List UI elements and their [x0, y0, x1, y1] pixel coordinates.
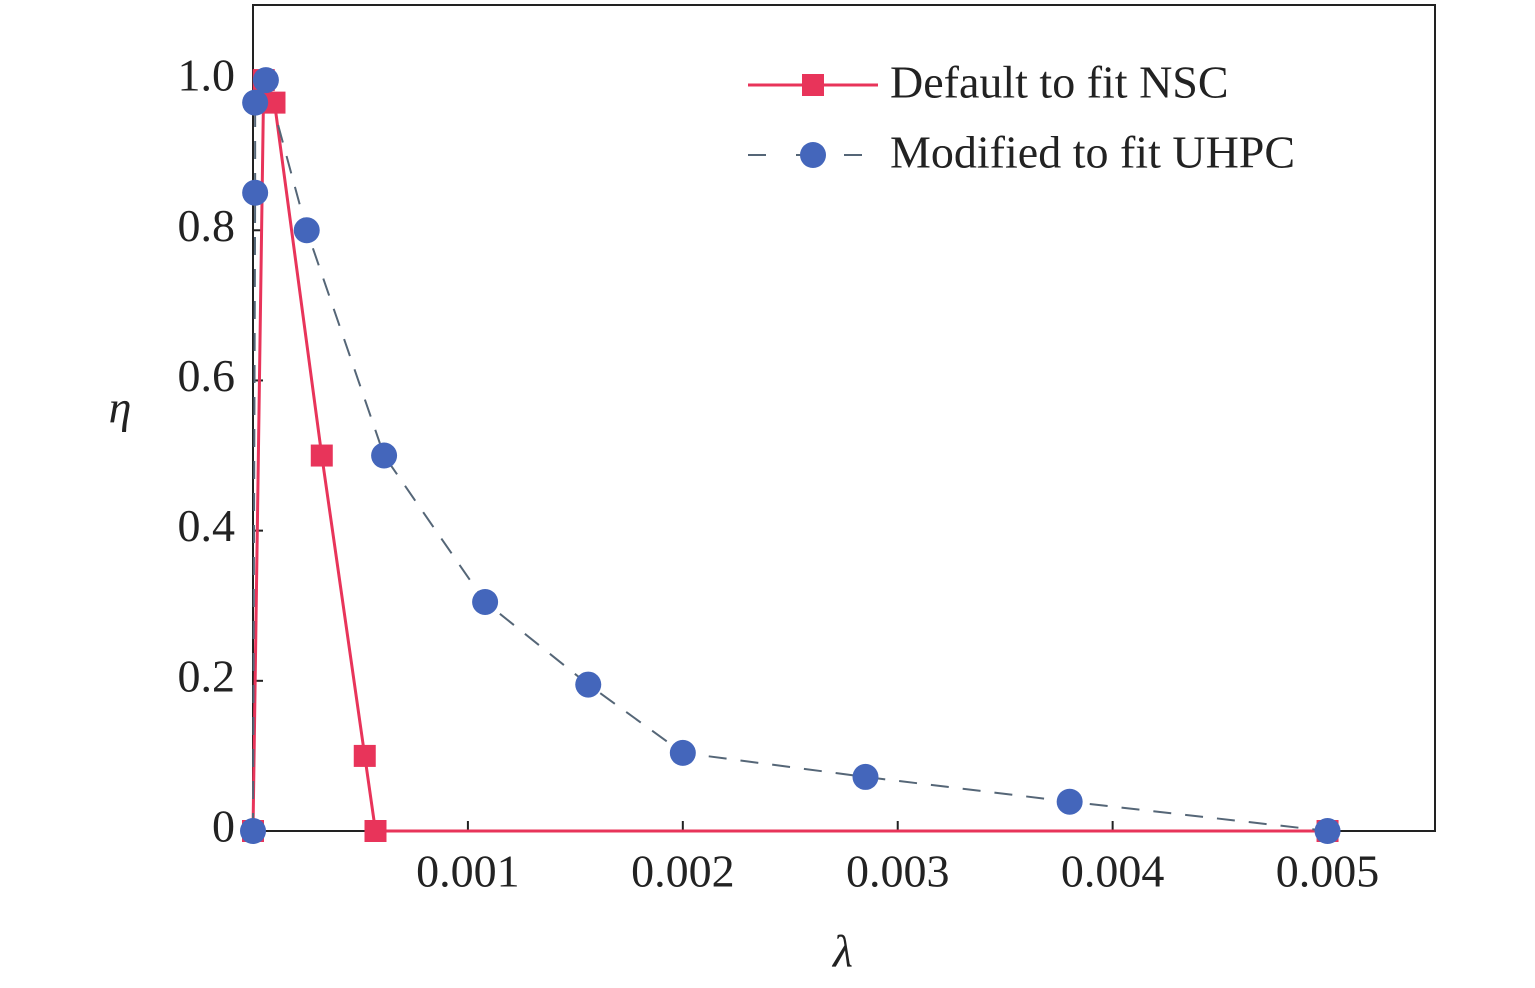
series-line	[252, 77, 1328, 832]
legend-label: Modified to fit UHPC	[890, 127, 1295, 178]
x-tick-label: 0.005	[1276, 846, 1380, 897]
data-point	[242, 89, 269, 116]
x-tick-label: 0.001	[416, 846, 520, 897]
legend-marker	[802, 74, 824, 96]
data-point	[1056, 788, 1083, 815]
data-point	[575, 671, 602, 698]
series-line	[251, 79, 1328, 833]
data-point	[364, 820, 387, 842]
data-point	[353, 744, 376, 767]
data-point	[472, 588, 499, 615]
y-tick-label: 0	[212, 801, 235, 852]
data-point	[852, 763, 879, 790]
legend-marker	[800, 142, 826, 168]
y-tick-label: 0.4	[178, 500, 236, 551]
x-axis-label: λ	[831, 926, 853, 977]
x-tick-label: 0.004	[1061, 846, 1165, 897]
data-point	[310, 444, 333, 467]
y-tick-label: 1.0	[178, 50, 236, 101]
legend-label: Default to fit NSC	[890, 57, 1229, 108]
data-point	[371, 442, 398, 469]
data-point	[293, 217, 320, 244]
data-point	[252, 67, 279, 94]
y-tick-label: 0.6	[178, 350, 236, 401]
data-point	[240, 818, 266, 844]
data-point	[1314, 818, 1341, 844]
y-tick-label: 0.2	[178, 650, 236, 701]
data-point	[669, 739, 696, 766]
data-point	[263, 91, 286, 114]
data-point	[242, 179, 269, 206]
y-axis-label: η	[109, 382, 132, 433]
x-tick-label: 0.002	[631, 846, 735, 897]
y-tick-label: 0.8	[178, 200, 236, 251]
x-tick-label: 0.003	[846, 846, 950, 897]
